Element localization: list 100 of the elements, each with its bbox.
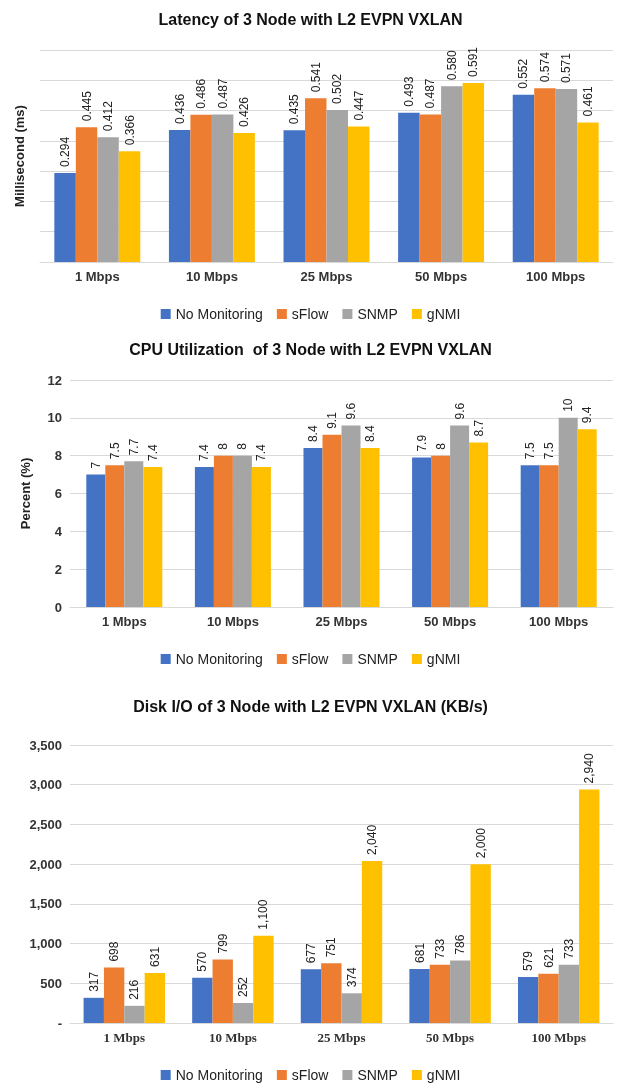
bar (539, 465, 559, 607)
data-label: 1,100 (256, 899, 271, 930)
data-label: 0.487 (215, 78, 230, 109)
bar (105, 465, 125, 607)
bar (534, 88, 556, 262)
chart-title: Disk I/O of 3 Node with L2 EVPN VXLAN (KB/s) (133, 697, 488, 715)
bar (118, 151, 141, 262)
bar (232, 1002, 254, 1023)
data-label: 10 (561, 398, 576, 412)
legend-label: sFlow (291, 651, 330, 667)
data-label: 9.6 (452, 402, 467, 420)
data-label: 0.591 (466, 46, 481, 78)
bar (190, 114, 212, 262)
data-label: 8 (433, 442, 448, 450)
data-label: 9.1 (325, 411, 339, 429)
bar (441, 86, 463, 262)
data-label: 0.571 (559, 52, 574, 84)
bar (194, 467, 214, 607)
data-label: 0.412 (101, 100, 116, 132)
data-label: 7.5 (542, 442, 557, 460)
bar (341, 993, 362, 1023)
y-tick-label: 10 (47, 410, 62, 426)
bar (300, 969, 322, 1023)
bar (360, 448, 380, 607)
bar (233, 132, 255, 262)
data-label: 0.447 (351, 90, 366, 121)
data-label: 8.4 (305, 425, 320, 443)
bar (538, 973, 559, 1023)
data-label: 799 (215, 933, 230, 954)
y-tick-label: 2,500 (29, 816, 62, 832)
data-label: 631 (147, 946, 162, 967)
data-label: 0.552 (516, 58, 531, 89)
bar (577, 429, 597, 607)
y-tick-label: 8 (54, 448, 62, 464)
data-label: 2,040 (365, 824, 380, 855)
data-label: 0.574 (537, 51, 552, 83)
y-tick-label: 3,000 (29, 777, 62, 793)
data-label: 8 (235, 442, 250, 450)
legend-label: sFlow (291, 306, 330, 322)
bar (450, 425, 470, 607)
bar (253, 935, 274, 1023)
x-tick-label: 50 Mbps (415, 269, 468, 284)
data-label: 0.436 (172, 93, 187, 124)
bar (321, 963, 342, 1023)
data-label: 7 (88, 461, 103, 469)
data-label: 751 (324, 937, 339, 958)
bar (54, 172, 76, 262)
data-label: 8.7 (471, 419, 486, 437)
bar (512, 94, 535, 262)
bar (86, 474, 106, 607)
bar (75, 127, 98, 262)
bar (97, 137, 119, 262)
bar (409, 968, 430, 1023)
legend-label: gNMI (426, 651, 461, 667)
data-label: 698 (107, 941, 122, 962)
data-label: 0.366 (122, 114, 137, 146)
bar (322, 434, 342, 607)
data-label: 0.493 (401, 76, 416, 107)
bar (419, 114, 442, 262)
bar (450, 960, 471, 1023)
bar (341, 425, 361, 607)
y-tick-label: 4 (54, 523, 63, 539)
x-tick-label: 10 Mbps (208, 1030, 257, 1045)
data-label: 0.487 (423, 78, 438, 109)
bar (103, 967, 125, 1023)
x-tick-label: 1 Mbps (103, 1030, 146, 1045)
y-tick-label: - (57, 1015, 62, 1031)
y-tick-label: 2,000 (29, 856, 62, 872)
data-label: 2,940 (582, 753, 597, 784)
data-label: 216 (127, 979, 142, 1000)
data-label: 0.445 (79, 90, 94, 122)
data-label: 733 (432, 938, 447, 959)
bar (558, 964, 580, 1023)
legend-label: gNMI (426, 1067, 461, 1083)
data-label: 9.4 (580, 406, 595, 424)
bar (283, 130, 306, 262)
y-tick-label: 1,000 (29, 936, 62, 952)
bar (579, 789, 600, 1023)
data-label: 8 (216, 442, 231, 450)
data-label: 0.502 (330, 73, 345, 104)
legend-label: gNMI (426, 306, 461, 322)
data-label: 8.4 (363, 425, 378, 443)
data-label: 0.294 (58, 136, 73, 167)
y-tick-label: 1,500 (29, 896, 62, 912)
bar (469, 442, 489, 607)
data-label: 252 (236, 976, 251, 997)
data-label: 7.4 (254, 444, 269, 462)
x-tick-label: 25 Mbps (300, 269, 353, 284)
data-label: 0.486 (194, 78, 209, 109)
data-label: 7.9 (414, 434, 429, 452)
bar (211, 114, 234, 262)
y-tick-label: 3,500 (29, 737, 62, 753)
legend-label: No Monitoring (175, 306, 263, 322)
y-tick-label: 6 (54, 486, 62, 501)
bar (251, 467, 271, 607)
data-label: 570 (195, 951, 210, 972)
bar (431, 455, 451, 607)
data-label: 733 (561, 938, 576, 959)
bar (520, 465, 540, 607)
y-tick-label: 12 (47, 372, 62, 388)
